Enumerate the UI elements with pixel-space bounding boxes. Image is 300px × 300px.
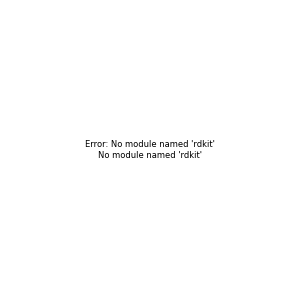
Text: Error: No module named 'rdkit'
No module named 'rdkit': Error: No module named 'rdkit' No module… [85, 140, 215, 160]
